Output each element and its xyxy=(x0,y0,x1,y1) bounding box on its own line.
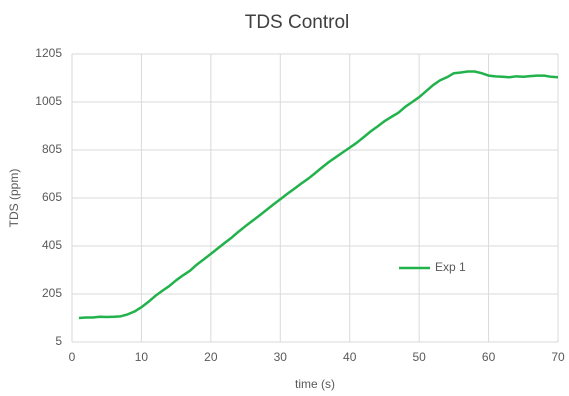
x-tick-label: 20 xyxy=(204,350,218,364)
x-tick-label: 50 xyxy=(412,350,426,364)
chart-title: TDS Control xyxy=(245,12,350,33)
y-tick-label: 405 xyxy=(42,238,62,252)
y-tick-label: 1205 xyxy=(35,46,62,60)
x-tick-label: 60 xyxy=(482,350,496,364)
x-axis-label: time (s) xyxy=(295,377,335,391)
x-tick-label: 0 xyxy=(69,350,76,364)
x-tick-label: 30 xyxy=(274,350,288,364)
data-line xyxy=(78,70,559,320)
y-tick-label: 1005 xyxy=(35,94,62,108)
y-tick-label: 5 xyxy=(55,334,62,348)
y-tick-label: 205 xyxy=(42,286,62,300)
x-tick-label: 70 xyxy=(551,350,565,364)
y-tick-label: 605 xyxy=(42,190,62,204)
y-tick-label: 805 xyxy=(42,142,62,156)
legend-label: Exp 1 xyxy=(435,260,466,274)
x-tick-label: 10 xyxy=(135,350,149,364)
y-axis-label: TDS (ppm) xyxy=(7,169,21,228)
x-tick-label: 40 xyxy=(343,350,357,364)
